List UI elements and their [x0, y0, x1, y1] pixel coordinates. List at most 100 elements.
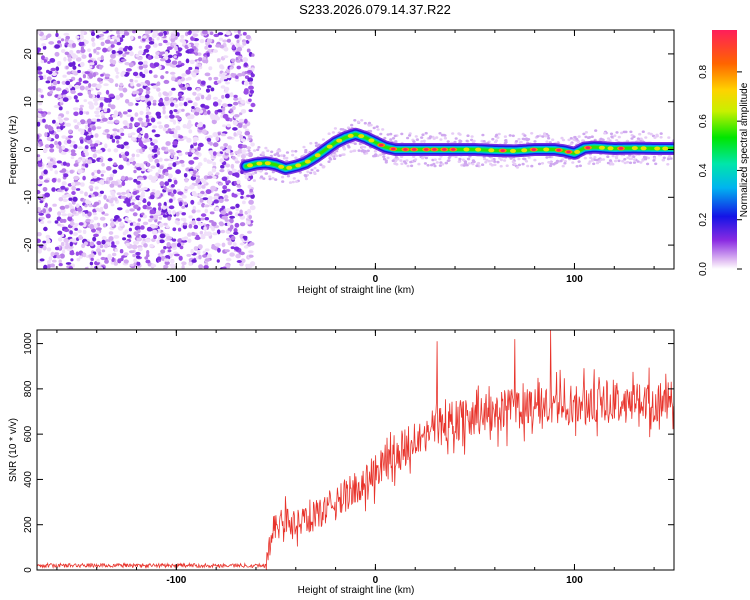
noise-dot: [87, 159, 93, 165]
noise-dot: [193, 69, 200, 74]
noise-dot: [73, 95, 78, 100]
noise-dot: [137, 229, 141, 233]
noise-dot: [190, 144, 194, 149]
track-halo-dot: [391, 137, 396, 140]
noise-dot: [149, 194, 155, 200]
track-halo-dot: [350, 123, 354, 127]
track-halo-dot: [571, 161, 575, 164]
noise-dot: [211, 167, 217, 173]
noise-dot: [126, 114, 132, 117]
noise-dot: [123, 47, 128, 52]
noise-dot: [151, 33, 157, 38]
noise-dot: [163, 266, 167, 269]
noise-dot: [106, 166, 112, 171]
noise-dot: [165, 42, 171, 46]
noise-dot: [187, 232, 192, 237]
noise-dot: [207, 195, 213, 201]
track-halo-dot: [317, 143, 321, 147]
track-halo-dot: [471, 162, 475, 166]
noise-dot: [179, 38, 185, 43]
noise-dot: [235, 173, 240, 178]
noise-dot: [246, 48, 251, 53]
noise-dot: [145, 118, 150, 123]
track-halo-dot: [573, 135, 577, 139]
noise-dot: [50, 263, 55, 268]
track-halo-dot: [329, 158, 333, 161]
track-halo-dot: [259, 170, 263, 173]
noise-dot: [69, 251, 75, 256]
track-halo-dot: [632, 155, 636, 158]
track-halo-dot: [628, 161, 633, 165]
noise-dot: [92, 175, 98, 179]
noise-dot: [141, 191, 145, 196]
noise-dot: [201, 184, 206, 189]
noise-dot: [39, 216, 45, 220]
noise-dot: [58, 259, 62, 264]
noise-dot: [165, 51, 169, 57]
noise-dot: [143, 69, 149, 74]
noise-dot: [187, 151, 194, 155]
track-halo-dot: [372, 126, 376, 130]
noise-dot: [214, 116, 221, 121]
noise-dot: [70, 258, 74, 262]
track-halo-dot: [477, 161, 481, 165]
noise-dot: [234, 114, 240, 118]
noise-dot: [93, 233, 99, 237]
noise-dot: [48, 41, 55, 45]
track-halo-dot: [404, 162, 408, 165]
track-halo-dot: [360, 119, 364, 122]
noise-dot: [184, 178, 189, 183]
track-halo-dot: [400, 132, 404, 136]
track-halo-dot: [277, 154, 281, 157]
track-halo-dot: [447, 159, 451, 162]
noise-dot: [99, 33, 105, 37]
noise-dot: [91, 118, 98, 122]
noise-dot: [68, 84, 73, 89]
noise-dot: [170, 152, 174, 159]
noise-dot: [170, 242, 177, 248]
track-halo-dot: [537, 162, 542, 166]
noise-dot: [101, 117, 108, 122]
noise-dot: [221, 189, 227, 194]
track-halo-dot: [661, 158, 665, 162]
track-peak: [403, 148, 408, 151]
noise-dot: [110, 203, 115, 207]
noise-dot: [46, 247, 52, 252]
noise-dot: [249, 188, 254, 193]
noise-dot: [85, 218, 91, 223]
track-halo-dot: [423, 162, 427, 165]
track-halo-dot: [545, 156, 549, 159]
noise-dot: [227, 136, 233, 140]
noise-dot: [174, 104, 179, 108]
noise-dot: [87, 127, 92, 133]
noise-dot: [227, 241, 232, 246]
track-halo-dot: [438, 157, 442, 161]
noise-dot: [112, 128, 118, 132]
track-halo-dot: [375, 125, 379, 128]
noise-dot: [52, 164, 57, 169]
noise-dot: [53, 105, 60, 108]
noise-dot: [140, 167, 146, 172]
noise-dot: [226, 75, 232, 79]
noise-dot: [77, 158, 82, 163]
track-spot: [607, 146, 614, 151]
noise-dot: [152, 99, 157, 104]
noise-dot: [196, 250, 201, 255]
noise-dot: [96, 149, 103, 154]
noise-dot: [225, 148, 231, 154]
noise-dot: [226, 237, 232, 241]
track-halo-dot: [353, 142, 357, 145]
noise-dot: [229, 224, 234, 230]
track-halo-dot: [304, 177, 308, 181]
noise-dot: [46, 111, 52, 115]
noise-dot: [99, 102, 104, 108]
track-halo-dot: [591, 159, 595, 162]
track-halo-dot: [575, 165, 579, 168]
noise-dot: [89, 224, 95, 230]
noise-dot: [82, 80, 89, 84]
track-halo-dot: [503, 135, 507, 138]
track-halo-dot: [483, 157, 487, 161]
noise-dot: [168, 205, 175, 210]
noise-dot: [243, 195, 248, 200]
